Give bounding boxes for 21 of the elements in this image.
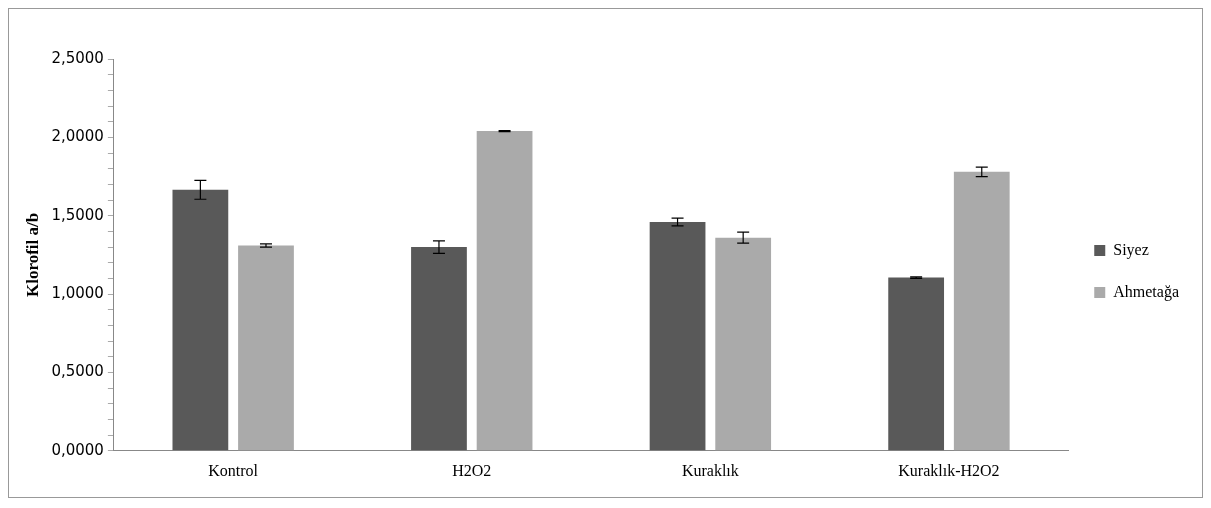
bar xyxy=(715,237,772,451)
x-tick-label: H2O2 xyxy=(452,461,492,479)
x-tick-label: Kuraklık-H2O2 xyxy=(898,461,1000,479)
y-tick-label: 2,0000 xyxy=(51,127,104,146)
y-tick-label: 1,0000 xyxy=(51,283,104,302)
legend-label: Siyez xyxy=(1113,240,1149,259)
bar xyxy=(649,221,706,451)
y-tick-label: 0,0000 xyxy=(51,440,104,459)
y-axis-title: Klorofil a/b xyxy=(22,212,42,298)
bar xyxy=(238,245,294,451)
y-tick-label: 1,5000 xyxy=(51,205,104,224)
y-tick-label: 0,5000 xyxy=(51,362,104,381)
bar xyxy=(476,131,533,451)
bar xyxy=(411,247,467,451)
y-tick-label: 2,5000 xyxy=(51,48,104,67)
x-tick-label: Kuraklık xyxy=(681,461,739,479)
bar xyxy=(953,171,1010,451)
bar xyxy=(172,189,229,451)
x-tick-label: Kontrol xyxy=(208,461,259,479)
legend-label: Ahmetağa xyxy=(1113,282,1179,301)
bar xyxy=(888,277,945,451)
